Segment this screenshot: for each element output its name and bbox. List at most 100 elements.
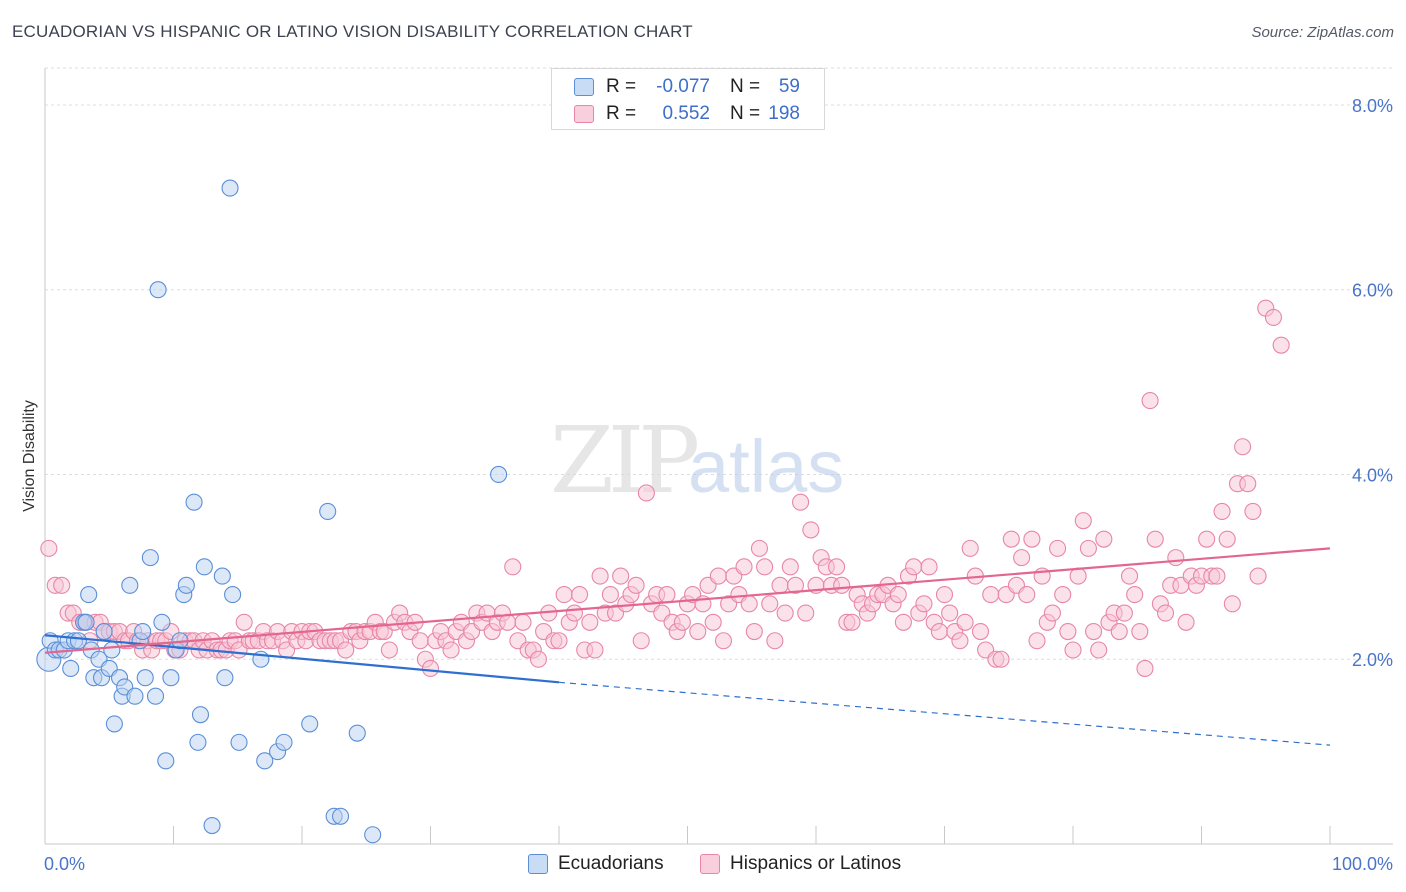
- ecuadorian-points: [36, 179, 508, 844]
- ecuadorian-trend-line: [44, 634, 560, 684]
- hispanic-point: [935, 586, 954, 604]
- hispanic-point: [1198, 530, 1216, 548]
- hispanic-point: [704, 613, 722, 631]
- ecuadorian-point: [103, 641, 121, 659]
- hispanic-point: [1146, 530, 1164, 548]
- legend-n-value: 198: [768, 103, 800, 124]
- hispanic-point: [905, 558, 923, 576]
- hispanic-point: [1028, 632, 1046, 650]
- hispanic-point: [40, 539, 58, 557]
- hispanic-point: [1234, 438, 1252, 456]
- ecuadorian-point: [69, 632, 87, 650]
- hispanic-point: [658, 586, 676, 604]
- hispanic-point: [571, 586, 589, 604]
- correlation-legend: R = -0.077 N = 59 R = 0.552 N = 198: [551, 68, 825, 130]
- hispanic-point: [771, 576, 789, 594]
- legend-r-label: R =: [606, 76, 637, 97]
- hispanic-point: [1244, 502, 1262, 520]
- hispanic-point: [601, 586, 619, 604]
- hispanic-point: [833, 576, 851, 594]
- hispanic-point: [689, 622, 707, 641]
- legend-r-value: 0.552: [662, 103, 710, 124]
- legend-r-label: R =: [606, 103, 637, 124]
- hispanic-point: [992, 650, 1010, 668]
- ecuadorian-point: [134, 622, 152, 641]
- hispanic-point: [1177, 613, 1195, 631]
- ecuadorian-point: [126, 687, 144, 705]
- ecuadorian-point: [216, 669, 234, 687]
- hispanic-point: [1064, 641, 1082, 659]
- hispanic-point: [1167, 549, 1185, 567]
- hispanic-point: [1213, 502, 1231, 520]
- ecuadorian-point: [105, 715, 123, 733]
- watermark-zip: ZIP: [550, 407, 697, 514]
- hispanic-point: [745, 622, 763, 641]
- hispanic-point: [565, 604, 583, 622]
- legend-swatch-ecuadorians: [574, 78, 594, 96]
- hispanic-point: [1054, 586, 1072, 604]
- watermark: ZIP atlas: [550, 407, 844, 514]
- hispanic-point: [797, 604, 815, 622]
- ecuadorian-point: [213, 567, 231, 585]
- ecuadorian-point: [319, 502, 337, 520]
- hispanic-point: [1049, 539, 1067, 557]
- hispanic-point: [1043, 604, 1061, 622]
- hispanic-point: [1002, 530, 1020, 548]
- hispanic-point: [1156, 604, 1175, 622]
- hispanic-point: [894, 613, 912, 631]
- hispanic-point: [920, 558, 938, 576]
- hispanic-point: [941, 604, 959, 622]
- ecuadorian-point: [153, 613, 171, 631]
- watermark-atlas: atlas: [688, 425, 844, 508]
- hispanic-point: [781, 558, 799, 576]
- hispanic-point: [889, 586, 907, 604]
- hispanic-point: [1239, 475, 1257, 493]
- hispanic-point: [591, 567, 609, 585]
- hispanic-point: [714, 632, 733, 650]
- hispanic-point: [1090, 641, 1108, 659]
- ecuadorian-point: [185, 493, 203, 511]
- ecuadorian-point: [191, 706, 210, 724]
- legend-n-label: N =: [730, 103, 761, 124]
- hispanic-point: [1085, 622, 1103, 641]
- hispanic-point: [421, 659, 440, 678]
- ecuadorian-point: [141, 549, 159, 567]
- legend-row-ecuadorians: R = -0.077 N = 59: [574, 75, 800, 99]
- hispanic-point: [971, 622, 990, 641]
- hispanic-point: [529, 650, 547, 668]
- ecuadorian-point: [490, 465, 508, 484]
- bottom-legend-label-ecuadorians: Ecuadorians: [558, 853, 664, 874]
- hispanic-point: [627, 576, 645, 594]
- bottom-legend-swatch-ecuadorians: [528, 854, 548, 874]
- hispanic-point: [504, 558, 522, 576]
- hispanic-point: [586, 641, 604, 659]
- hispanic-point: [1141, 392, 1159, 410]
- hispanic-point: [961, 539, 979, 557]
- bottom-legend-ecuadorians: Ecuadorians: [528, 852, 664, 876]
- hispanic-point: [1079, 539, 1097, 557]
- y-tick-label: 8.0%: [1352, 96, 1393, 116]
- ecuadorian-point: [95, 622, 113, 641]
- hispanic-point: [612, 567, 630, 585]
- hispanic-point: [930, 622, 948, 641]
- y-tick-labels: 2.0% 4.0% 6.0% 8.0%: [1352, 96, 1393, 670]
- hispanic-point: [1018, 586, 1036, 604]
- hispanic-point: [750, 539, 769, 557]
- y-tick-label: 6.0%: [1352, 281, 1393, 301]
- ecuadorian-point: [195, 558, 213, 576]
- hispanic-point: [1131, 622, 1149, 641]
- hispanic-point: [514, 613, 532, 631]
- ecuadorian-point: [149, 281, 167, 299]
- hispanic-point: [1126, 586, 1144, 604]
- hispanic-point: [1218, 530, 1236, 548]
- ecuadorian-point: [364, 826, 382, 844]
- trend-lines: [44, 547, 1331, 746]
- hispanic-point: [740, 595, 758, 613]
- ecuadorian-point: [189, 733, 207, 751]
- hispanic-point: [786, 576, 804, 594]
- x-ticks: [173, 826, 1331, 844]
- hispanic-point: [766, 632, 784, 650]
- y-tick-label: 2.0%: [1352, 650, 1393, 670]
- ecuadorian-point: [177, 576, 195, 594]
